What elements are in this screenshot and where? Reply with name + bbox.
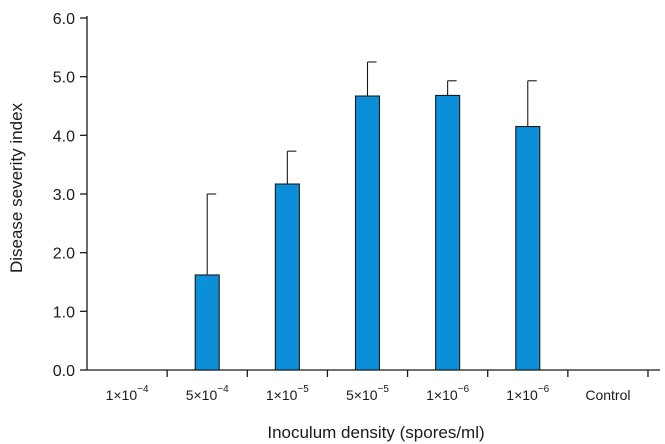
x-tick-label-base: 1×10: [506, 387, 538, 403]
x-tick-label-exponent: −5: [297, 384, 309, 395]
x-tick-label: 5×10−5: [346, 384, 389, 403]
x-tick-label-exponent: −6: [458, 384, 470, 395]
bar: [354, 95, 381, 371]
bar: [194, 274, 220, 371]
x-tick-label-base: 1×10: [426, 387, 458, 403]
x-tick-label: 1×10−4: [106, 384, 149, 403]
x-tick-label-base: 5×10: [346, 387, 378, 403]
x-tick-label: Control: [585, 387, 630, 403]
x-tick-label-exponent: −5: [378, 384, 390, 395]
y-axis-title: Disease severity index: [7, 102, 26, 273]
x-tick-label: 1×10−6: [506, 384, 549, 403]
y-tick-label: 3.0: [53, 187, 75, 204]
bar: [515, 125, 541, 371]
x-tick-label-exponent: −4: [217, 384, 229, 395]
y-tick-label: 5.0: [53, 70, 75, 87]
y-tick-label: 0.0: [53, 363, 75, 380]
x-tick-label: 1×10−6: [426, 384, 469, 403]
x-tick-label-exponent: −4: [137, 384, 149, 395]
bar: [435, 94, 461, 371]
plot-area: 0.01.02.03.04.05.06.01×10−4 5×10−4 1×10−5 5…: [53, 11, 660, 403]
x-tick-label-base: 1×10: [106, 387, 138, 403]
x-tick-label-base: 1×10: [266, 387, 298, 403]
x-tick-label: 5×10−4: [186, 384, 229, 403]
x-tick-label-exponent: −6: [538, 384, 550, 395]
y-tick-label: 2.0: [53, 246, 75, 263]
y-tick-label: 1.0: [53, 304, 75, 321]
y-tick-label: 6.0: [53, 11, 75, 28]
x-tick-label-base: 5×10: [186, 387, 218, 403]
x-axis-title: Inoculum density (spores/ml): [267, 423, 484, 442]
x-tick-label-base: Control: [585, 387, 630, 403]
y-tick-label: 4.0: [53, 128, 75, 145]
x-tick-label: 1×10−5: [266, 384, 309, 403]
bar: [274, 183, 300, 371]
